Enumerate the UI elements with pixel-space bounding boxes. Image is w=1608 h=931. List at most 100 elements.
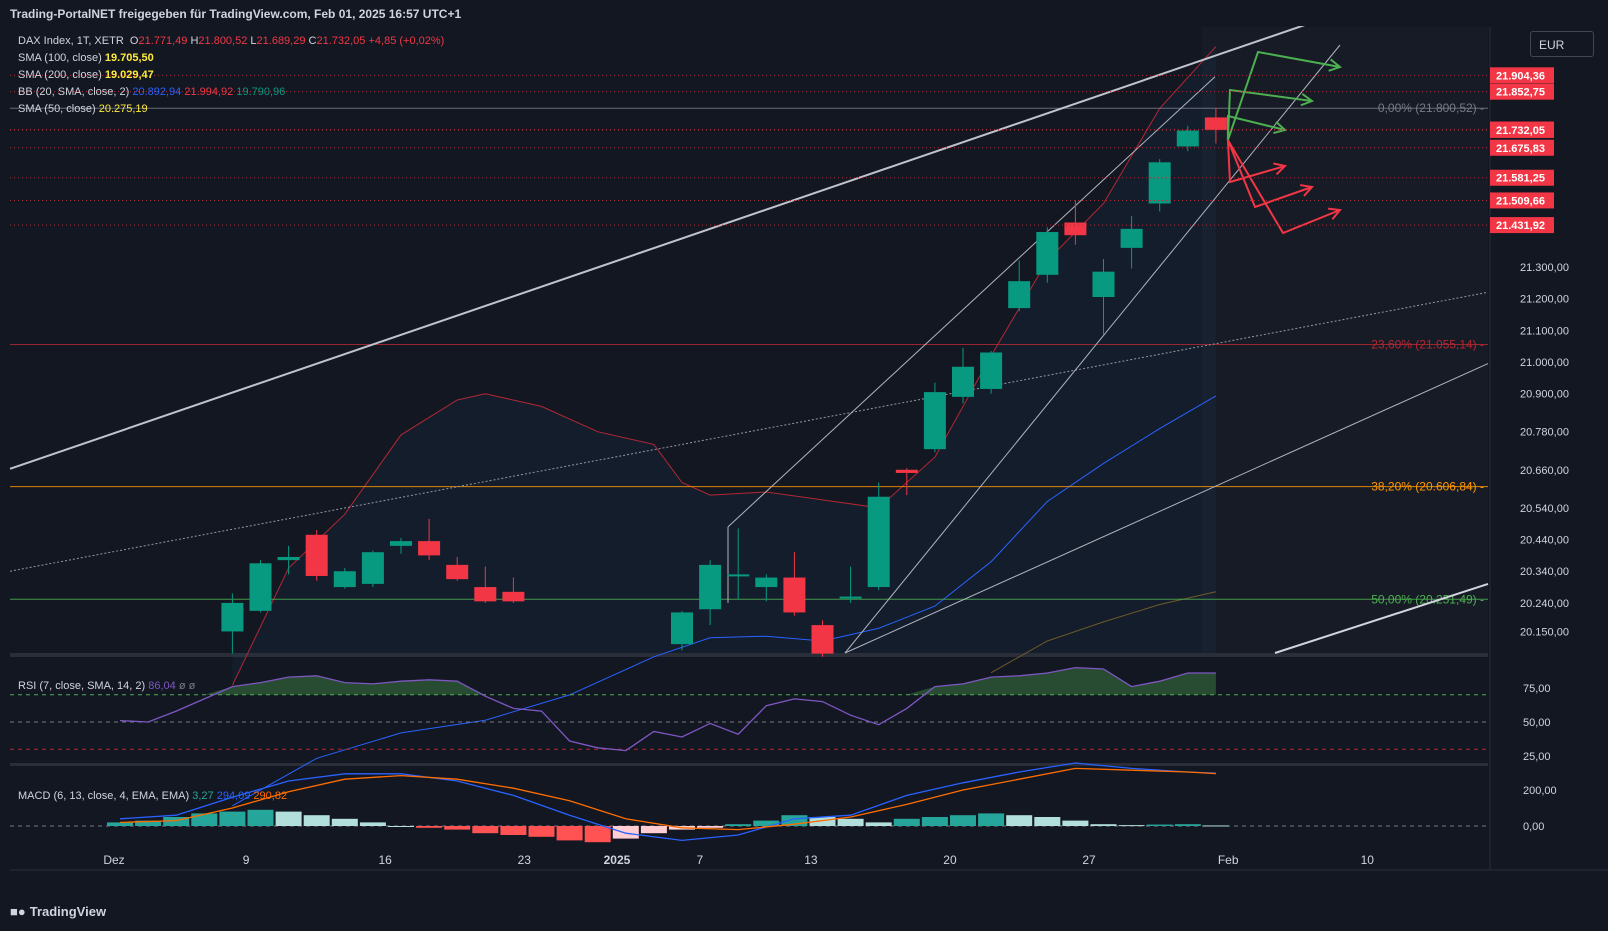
price-tick-label: 20.240,00 (1520, 598, 1569, 610)
fib-level-label: 38,20% (20.606,84) - (1371, 480, 1484, 494)
legend-bb-row[interactable]: BB (20, SMA, close, 2) 20.892,94 21.994,… (18, 86, 285, 98)
projection-arrow-down-2-head (1299, 184, 1314, 197)
macd-histogram-bar (444, 826, 471, 830)
projection-arrow-up-1 (1226, 50, 1341, 141)
macd-histogram-bar (388, 826, 414, 827)
macd-histogram-bar (1174, 824, 1201, 826)
macd-histogram-bar (1006, 815, 1033, 826)
pane-separator (10, 653, 1488, 657)
rsi-tick-label: 25,00 (1523, 751, 1551, 763)
rsi-pane: 75,00 50,00 25,00 (10, 666, 1551, 763)
rsi-legend[interactable]: RSI (7, close, SMA, 14, 2) 86,04 ø ø (18, 680, 195, 692)
bollinger-upper-line (231, 46, 1217, 686)
legend-high: 21.800,52 (198, 35, 248, 47)
legend-symbol[interactable]: DAX Index, 1T, XETR (18, 35, 124, 47)
candle-up (1176, 130, 1199, 147)
candle-down (1064, 222, 1087, 236)
channel-line-lower (844, 44, 1341, 654)
price-tick-label: 20.780,00 (1520, 427, 1569, 439)
macd-histogram-bar (500, 826, 527, 835)
sma50-line (990, 591, 1217, 674)
price-tick-label: 20.900,00 (1520, 389, 1569, 401)
macd-histogram-bar (697, 826, 724, 828)
legend-low: 21.689,29 (256, 35, 306, 47)
candle-down (895, 469, 918, 473)
macd-histogram-bar (303, 815, 330, 826)
fib-level-label: 0,00% (21.800,52) - (1378, 101, 1484, 115)
macd-histogram-bar (275, 811, 302, 826)
price-tick-label: 20.340,00 (1520, 566, 1569, 578)
price-tick-label: 21.300,00 (1520, 262, 1569, 274)
price-label-box (1490, 121, 1554, 138)
candle-up (727, 574, 750, 577)
legend-h-label: H (190, 35, 199, 47)
time-tick-label: 2025 (604, 853, 631, 867)
future-area (1202, 27, 1488, 653)
candle-down (418, 541, 441, 556)
macd-signal-line (119, 767, 1216, 831)
price-tick-label: 21.200,00 (1520, 294, 1569, 306)
candle-up (839, 596, 862, 599)
projection-arrow-down-3-head (1327, 207, 1342, 220)
projection-arrow-down-1 (1226, 140, 1286, 184)
candle-down (446, 564, 469, 580)
candle-up (277, 556, 300, 561)
legend-sma100-row[interactable]: SMA (100, close) 19.705,50 (18, 52, 154, 64)
macd-histogram-bar (247, 809, 274, 826)
candle-up (952, 366, 974, 397)
price-label-box (1490, 169, 1554, 186)
legend-sma200-label: SMA (200, close) (18, 69, 102, 81)
macd-signal-value: 290,82 (253, 790, 288, 802)
candle-up (333, 571, 356, 588)
candle-down (811, 625, 834, 654)
legend-close: 21.732,05 (316, 35, 366, 47)
macd-histogram-bar (1146, 824, 1173, 826)
candle-up (867, 496, 890, 588)
macd-histogram-bar (865, 822, 892, 826)
rsi-value: 86,04 (148, 680, 176, 692)
time-tick-label: 23 (518, 853, 532, 867)
time-tick-label: 16 (378, 853, 392, 867)
macd-histogram-bar (416, 826, 443, 828)
legend-sma200-value: 19.029,47 (104, 69, 154, 81)
macd-line (119, 762, 1216, 842)
channel-line-upper (727, 76, 1216, 528)
macd-pane: 200,00 0,00 (10, 762, 1557, 843)
macd-histogram-bar (472, 826, 499, 834)
legend-sma50-label: SMA (50, close) (18, 103, 96, 115)
rsi-tick-label: 50,00 (1523, 717, 1551, 729)
legend-sma100-value: 19.705,50 (104, 52, 154, 64)
legend-bb-mid: 20.892,94 (132, 86, 182, 98)
pane-separator (10, 763, 1488, 766)
macd-histogram-bar (921, 817, 948, 826)
currency-selector[interactable]: EUR (1530, 31, 1594, 57)
price-label-text: 21.509,66 (1496, 195, 1545, 207)
time-tick-label: 9 (243, 853, 250, 867)
candle-up (221, 602, 244, 632)
macd-histogram-bar (219, 811, 246, 826)
price-label-text: 21.581,25 (1496, 173, 1545, 185)
macd-histogram-bar (1202, 825, 1229, 827)
macd-histogram-bar (1062, 820, 1089, 826)
macd-legend[interactable]: MACD (6, 13, close, 4, EMA, EMA) 3,27 29… (18, 790, 287, 802)
fib-level-label: 50,00% (20.251,49) - (1371, 592, 1484, 606)
price-label-text: 21.904,36 (1496, 70, 1545, 82)
macd-tick-label: 0,00 (1523, 821, 1544, 833)
macd-histogram-bar (163, 817, 190, 826)
legend-l-label: L (250, 35, 257, 47)
candle-up (1008, 281, 1031, 309)
macd-histogram-bar (135, 820, 162, 826)
time-tick-label: 10 (1361, 853, 1375, 867)
price-label-box (1490, 67, 1554, 84)
macd-tick-label: 200,00 (1523, 785, 1557, 797)
projection-arrow-down-2 (1226, 139, 1313, 209)
legend-sma50-row[interactable]: SMA (50, close) 20.275,19 (18, 103, 148, 115)
price-label-box (1490, 192, 1554, 209)
price-tick-label: 20.540,00 (1520, 503, 1569, 515)
legend-sma200-row[interactable]: SMA (200, close) 19.029,47 (18, 69, 154, 81)
macd-label: MACD (6, 13, close, 4, EMA, EMA) (18, 790, 190, 802)
legend-sma50-value: 20.275,19 (98, 103, 148, 115)
legend-o-label: O (129, 35, 139, 47)
macd-histogram-bar (781, 815, 808, 826)
